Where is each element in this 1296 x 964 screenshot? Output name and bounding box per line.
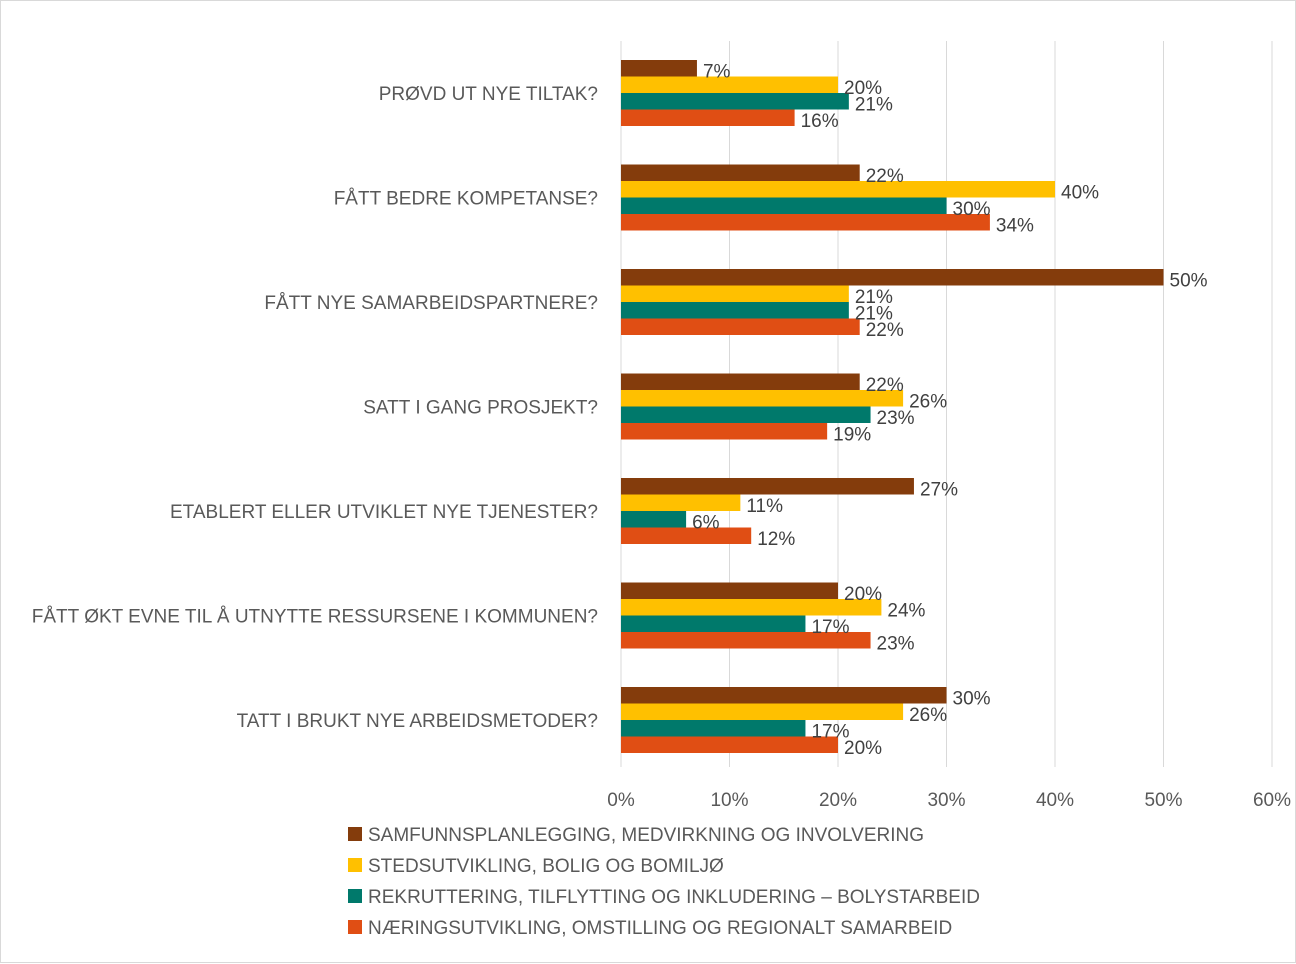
legend-label: NÆRINGSUTVIKLING, OMSTILLING OG REGIONAL… [368,918,952,939]
bar [621,390,904,407]
data-label: 40% [1061,183,1099,204]
bar [621,615,806,632]
data-label: 11% [746,496,783,517]
data-label: 23% [877,408,915,429]
bar [621,687,947,704]
data-label: 6% [692,513,720,534]
data-label: 24% [887,601,925,622]
legend-swatch [348,858,362,872]
data-labels: 7%20%21%16%22%40%30%34%50%21%21%22%22%26… [692,62,1208,760]
data-label: 26% [909,705,947,726]
data-label: 22% [866,320,904,341]
data-label: 21% [855,304,893,325]
legend-label: STEDSUTVIKLING, BOLIG OG BOMILJØ [368,856,724,877]
bar [621,632,871,649]
bar [621,109,795,126]
data-label: 27% [920,480,958,501]
bar [621,60,697,77]
bar [621,76,838,93]
bar [621,93,849,110]
bar [621,285,849,302]
data-label: 16% [801,111,839,132]
legend-swatch [348,920,362,934]
category-label: FÅTT NYE SAMARBEIDSPARTNERE? [264,293,598,314]
bar [621,478,914,495]
category-label: FÅTT ØKT EVNE TIL Å UTNYTTE RESSURSENE I… [32,607,598,628]
bar [621,269,1164,286]
legend-swatch [348,889,362,903]
data-label: 50% [1170,271,1208,292]
legend-label: SAMFUNNSPLANLEGGING, MEDVIRKNING OG INVO… [368,825,924,846]
data-label: 23% [877,634,915,655]
data-label: 30% [953,689,991,710]
data-label: 21% [855,287,893,308]
bar [621,720,806,737]
bar [621,406,871,423]
bars [621,60,1164,753]
bar [621,302,849,319]
data-label: 20% [844,738,882,759]
x-tick-label: 50% [1144,790,1182,811]
legend-label: REKRUTTERING, TILFLYTTING OG INKLUDERING… [368,887,980,908]
data-label: 22% [866,166,904,187]
x-tick-label: 0% [607,790,635,811]
bar [621,423,828,440]
category-label: ETABLERT ELLER UTVIKLET NYE TJENESTER? [170,502,598,523]
data-label: 20% [844,584,882,605]
data-label: 12% [757,529,795,550]
bar [621,318,860,335]
data-label: 7% [703,62,731,83]
x-tick-label: 30% [927,790,965,811]
category-label: PRØVD UT NYE TILTAK? [379,84,598,105]
legend-swatch [348,827,362,841]
data-label: 30% [953,199,991,220]
x-tick-label: 40% [1036,790,1074,811]
bar [621,164,860,181]
x-axis-ticks: 0% 10% 20% 30% 40% 50% 60% [607,790,1291,811]
bar [621,582,838,599]
category-label: SATT I GANG PROSJEKT? [363,398,598,419]
data-label: 19% [833,425,871,446]
data-label: 17% [811,617,849,638]
legend: SAMFUNNSPLANLEGGING, MEDVIRKNING OG INVO… [348,825,980,939]
x-tick-label: 20% [819,790,857,811]
data-label: 21% [855,95,893,116]
x-tick-label: 10% [710,790,748,811]
bar [621,197,947,214]
bar [621,736,838,753]
bar [621,214,990,231]
bar [621,703,904,720]
category-label: TATT I BRUKT NYE ARBEIDSMETODER? [237,711,598,732]
bar [621,511,687,528]
bar [621,527,752,544]
data-label: 17% [811,722,849,743]
data-label: 22% [866,375,904,396]
category-label: FÅTT BEDRE KOMPETANSE? [334,189,598,210]
bar [621,373,860,390]
data-label: 26% [909,392,947,413]
category-labels: PRØVD UT NYE TILTAK? FÅTT BEDRE KOMPETANS… [32,84,598,732]
data-label: 20% [844,78,882,99]
bar [621,181,1055,198]
data-label: 34% [996,216,1034,237]
bar [621,494,741,511]
x-tick-label: 60% [1253,790,1291,811]
bar [621,599,882,616]
